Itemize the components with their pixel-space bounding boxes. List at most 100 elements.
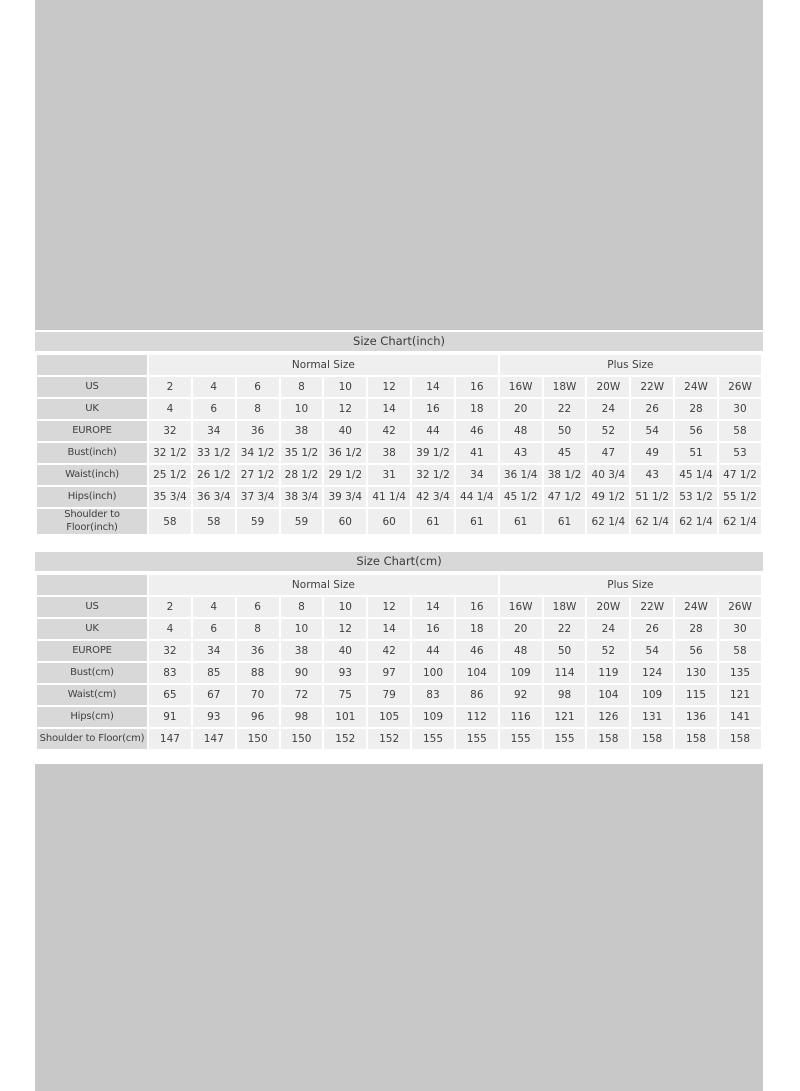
- size-value-cell: 116: [497, 705, 544, 729]
- size-value-cell: 16: [410, 617, 456, 641]
- size-value-cell: 45 1/4: [673, 463, 719, 487]
- size-value-cell: 135: [716, 661, 764, 685]
- size-value-cell: 26: [629, 617, 676, 641]
- size-value-cell: 53 1/2: [673, 485, 719, 509]
- size-value-cell: 33 1/2: [190, 441, 237, 465]
- size-value-cell: 61: [497, 507, 544, 536]
- size-value-cell: 61: [453, 507, 500, 536]
- size-chart-inch-table: Normal Size Plus Size US 2 4 6 8 10 12 14 16 16W 18W…: [35, 353, 764, 536]
- size-value-cell: 24: [585, 617, 632, 641]
- size-value-cell: 114: [541, 661, 588, 685]
- size-value-cell: 109: [497, 661, 544, 685]
- size-value-cell: 124: [629, 661, 676, 685]
- size-value-cell: 70: [234, 683, 281, 707]
- size-value-cell: 8: [234, 397, 281, 421]
- size-value-cell: 18: [453, 617, 500, 641]
- size-value-cell: 47 1/2: [716, 463, 764, 487]
- size-value-cell: 83: [147, 661, 193, 685]
- size-value-cell: 6: [234, 375, 281, 399]
- row-label: UK: [35, 617, 149, 641]
- size-value-cell: 12: [322, 617, 369, 641]
- size-chart-inch-title: Size Chart(inch): [35, 332, 763, 351]
- size-value-cell: 130: [673, 661, 719, 685]
- size-value-cell: 28 1/2: [278, 463, 325, 487]
- size-value-cell: 109: [629, 683, 676, 707]
- size-value-cell: 90: [278, 661, 325, 685]
- size-value-cell: 24: [585, 397, 632, 421]
- size-value-cell: 42: [366, 419, 413, 443]
- size-value-cell: 75: [322, 683, 369, 707]
- size-value-cell: 16W: [497, 375, 544, 399]
- size-value-cell: 49: [629, 441, 676, 465]
- size-value-cell: 2: [147, 595, 193, 619]
- size-value-cell: 48: [497, 419, 544, 443]
- row-label: Waist(cm): [35, 683, 149, 707]
- size-value-cell: 52: [585, 419, 632, 443]
- size-value-cell: 35 3/4: [147, 485, 193, 509]
- size-value-cell: 158: [629, 727, 676, 751]
- size-value-cell: 86: [453, 683, 500, 707]
- size-value-cell: 25 1/2: [147, 463, 193, 487]
- size-value-cell: 32 1/2: [147, 441, 193, 465]
- table-row: Bust(cm) 83 85 88 90 93 97 100 104 109 114 119 124 13…: [35, 661, 764, 685]
- size-value-cell: 58: [190, 507, 237, 536]
- size-value-cell: 8: [234, 617, 281, 641]
- size-value-cell: 20W: [585, 375, 632, 399]
- size-value-cell: 158: [585, 727, 632, 751]
- size-value-cell: 100: [410, 661, 456, 685]
- group-header-cell: Normal Size: [147, 353, 500, 377]
- size-value-cell: 43: [629, 463, 676, 487]
- size-value-cell: 54: [629, 639, 676, 663]
- size-value-cell: 41: [453, 441, 500, 465]
- row-label: Waist(inch): [35, 463, 149, 487]
- size-value-cell: 43: [497, 441, 544, 465]
- size-value-cell: 38 3/4: [278, 485, 325, 509]
- size-value-cell: 38: [278, 419, 325, 443]
- size-value-cell: 10: [278, 617, 325, 641]
- size-chart-cm-section: Size Chart(cm) Normal Size Plus Size US 2 4 6…: [35, 552, 764, 751]
- size-value-cell: 16W: [497, 595, 544, 619]
- size-value-cell: 121: [541, 705, 588, 729]
- size-value-cell: 34: [453, 463, 500, 487]
- size-value-cell: 34 1/2: [234, 441, 281, 465]
- size-value-cell: 10: [278, 397, 325, 421]
- size-value-cell: 62 1/4: [585, 507, 632, 536]
- size-value-cell: 60: [322, 507, 369, 536]
- table-row: EUROPE 32 34 36 38 40 42 44 46 48 50 52 54 56 58: [35, 419, 764, 443]
- row-label: EUROPE: [35, 639, 149, 663]
- table-row: US 2 4 6 8 10 12 14 16 16W 18W 20W 22W 24W 26W: [35, 375, 764, 399]
- size-value-cell: 18W: [541, 595, 588, 619]
- size-value-cell: 104: [585, 683, 632, 707]
- size-chart-inch-section: Size Chart(inch) Normal Size Plus Size US 2…: [35, 332, 764, 536]
- size-value-cell: 18W: [541, 375, 588, 399]
- size-value-cell: 56: [673, 639, 719, 663]
- size-value-cell: 42: [366, 639, 413, 663]
- size-value-cell: 20W: [585, 595, 632, 619]
- size-value-cell: 24W: [673, 595, 719, 619]
- size-value-cell: 65: [147, 683, 193, 707]
- corner-cell: [35, 573, 149, 597]
- size-value-cell: 119: [585, 661, 632, 685]
- size-value-cell: 6: [190, 397, 237, 421]
- size-value-cell: 38 1/2: [541, 463, 588, 487]
- size-value-cell: 20: [497, 397, 544, 421]
- size-value-cell: 92: [497, 683, 544, 707]
- size-value-cell: 155: [541, 727, 588, 751]
- size-value-cell: 27 1/2: [234, 463, 281, 487]
- size-value-cell: 93: [190, 705, 237, 729]
- size-value-cell: 105: [366, 705, 413, 729]
- size-value-cell: 109: [410, 705, 456, 729]
- row-label: US: [35, 375, 149, 399]
- size-value-cell: 22: [541, 397, 588, 421]
- row-label: Shoulder to Floor(cm): [35, 727, 149, 751]
- size-value-cell: 14: [366, 617, 413, 641]
- size-value-cell: 4: [147, 617, 193, 641]
- size-value-cell: 44 1/4: [453, 485, 500, 509]
- size-charts-area: Size Chart(inch) Normal Size Plus Size US 2…: [35, 332, 764, 751]
- size-value-cell: 48: [497, 639, 544, 663]
- size-value-cell: 39 1/2: [410, 441, 456, 465]
- size-value-cell: 10: [322, 595, 369, 619]
- size-value-cell: 152: [366, 727, 413, 751]
- size-value-cell: 51 1/2: [629, 485, 676, 509]
- size-value-cell: 4: [190, 375, 237, 399]
